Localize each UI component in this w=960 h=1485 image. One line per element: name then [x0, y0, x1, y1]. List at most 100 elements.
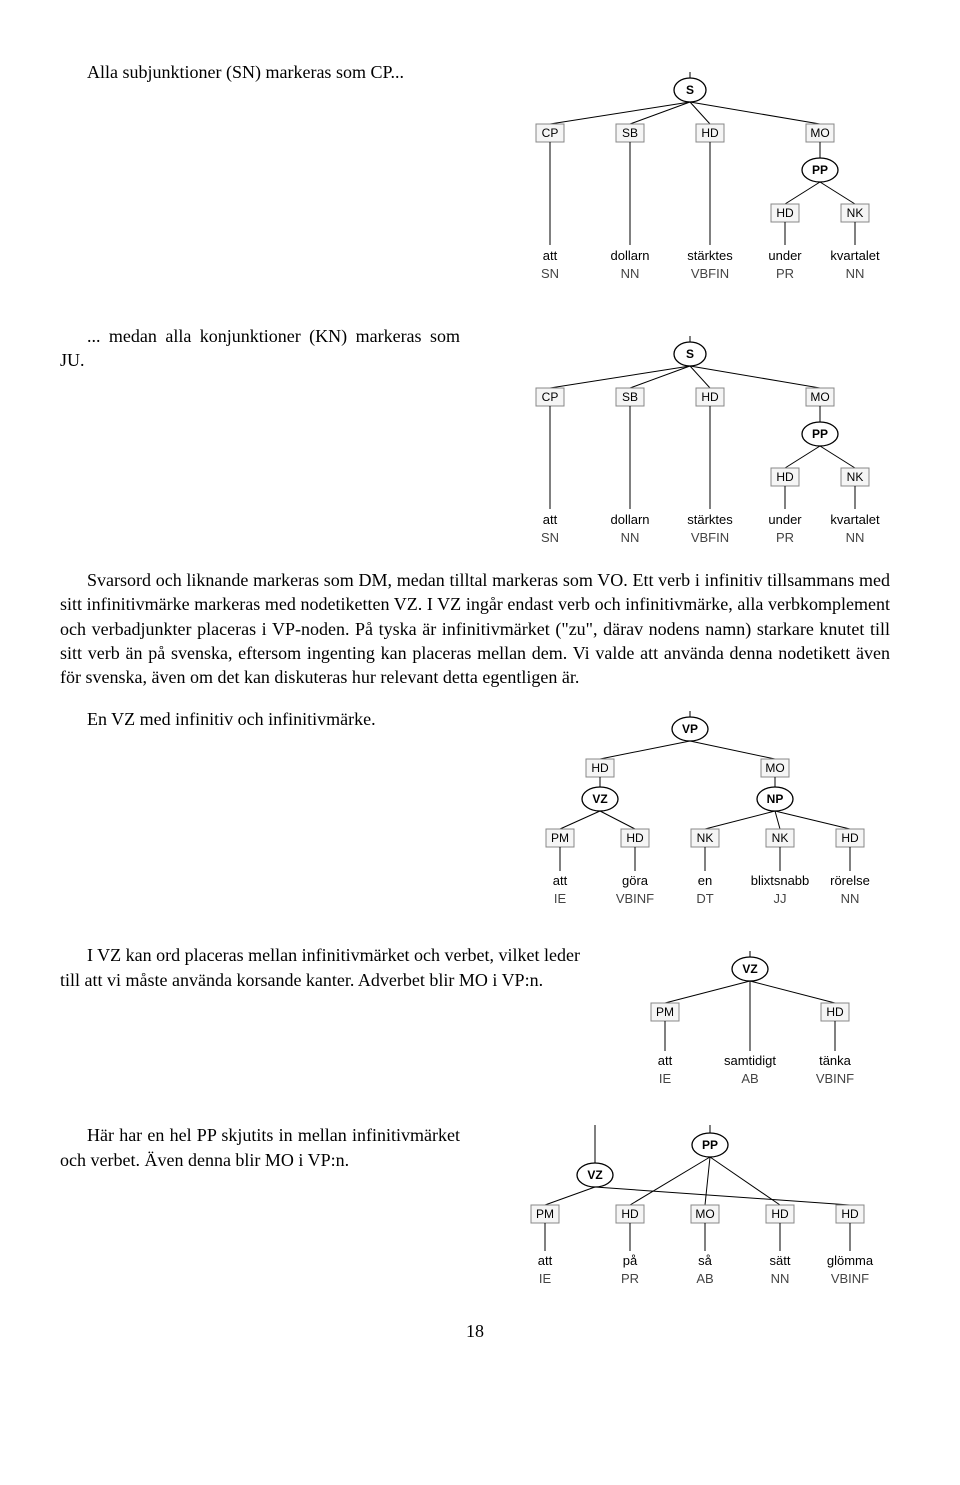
tagbox-pp-hd: HD	[771, 204, 799, 222]
svg-text:PM: PM	[656, 1005, 674, 1019]
para-1: Alla subjunktioner (SN) markeras som CP.…	[60, 60, 460, 84]
svg-text:stärktes: stärktes	[687, 512, 733, 527]
leaf-0-word: att	[543, 248, 558, 263]
svg-text:NK: NK	[847, 206, 864, 220]
svg-text:HD: HD	[701, 126, 719, 140]
svg-text:PM: PM	[551, 831, 569, 845]
svg-text:dollarn: dollarn	[610, 512, 649, 527]
svg-text:tänka: tänka	[819, 1053, 852, 1068]
page-number: 18	[60, 1319, 890, 1343]
svg-text:S: S	[686, 347, 694, 361]
tagbox-cp: CP	[536, 124, 564, 142]
svg-text:samtidigt: samtidigt	[724, 1053, 776, 1068]
svg-text:NK: NK	[847, 470, 864, 484]
svg-text:HD: HD	[841, 1207, 859, 1221]
svg-text:VBINF: VBINF	[831, 1271, 869, 1286]
svg-text:att: att	[543, 512, 558, 527]
para-3: Svarsord och liknande markeras som DM, m…	[60, 568, 890, 689]
svg-text:SB: SB	[622, 390, 638, 404]
tagbox-pp-nk: NK	[841, 204, 869, 222]
svg-text:CP: CP	[542, 390, 559, 404]
row-2: ... medan alla konjunktioner (KN) marker…	[60, 324, 890, 554]
svg-text:VZ: VZ	[742, 962, 757, 976]
svg-text:CP: CP	[542, 126, 559, 140]
node-pp: PP	[812, 163, 828, 177]
svg-text:att: att	[658, 1053, 673, 1068]
svg-text:SB: SB	[622, 126, 638, 140]
svg-text:IE: IE	[554, 891, 567, 906]
svg-text:NK: NK	[697, 831, 714, 845]
svg-text:PP: PP	[702, 1138, 718, 1152]
svg-text:HD: HD	[776, 206, 794, 220]
tree-c: VP HD MO VZ NP PM HD NK NK HD	[490, 703, 890, 913]
svg-text:HD: HD	[626, 831, 644, 845]
svg-text:MO: MO	[695, 1207, 714, 1221]
leaf-4-word: kvartalet	[830, 248, 880, 263]
leaf-1-pos: NN	[621, 266, 640, 281]
svg-text:IE: IE	[659, 1071, 672, 1086]
svg-text:IE: IE	[539, 1271, 552, 1286]
svg-text:NP: NP	[767, 792, 784, 806]
svg-text:HD: HD	[826, 1005, 844, 1019]
svg-text:NN: NN	[771, 1271, 790, 1286]
svg-text:glömma: glömma	[827, 1253, 874, 1268]
svg-text:HD: HD	[621, 1207, 639, 1221]
svg-text:göra: göra	[622, 873, 649, 888]
svg-text:VBFIN: VBFIN	[691, 530, 729, 545]
svg-text:sätt: sätt	[770, 1253, 791, 1268]
svg-text:HD: HD	[591, 761, 609, 775]
row-5: Här har en hel PP skjutits in mellan inf…	[60, 1123, 890, 1293]
svg-text:blixtsnabb: blixtsnabb	[751, 873, 810, 888]
row-3: En VZ med infinitiv och infinitivmärke. …	[60, 703, 890, 913]
svg-text:HD: HD	[701, 390, 719, 404]
svg-text:VBINF: VBINF	[816, 1071, 854, 1086]
svg-text:en: en	[698, 873, 712, 888]
leaf-0-pos: SN	[541, 266, 559, 281]
svg-text:på: på	[623, 1253, 638, 1268]
tagbox-mo: MO	[806, 124, 834, 142]
svg-text:HD: HD	[776, 470, 794, 484]
svg-text:MO: MO	[810, 126, 829, 140]
tree-e: PP VZ PM HD MO HD HD att IE på	[490, 1123, 890, 1293]
svg-text:kvartalet: kvartalet	[830, 512, 880, 527]
svg-text:DT: DT	[696, 891, 713, 906]
para-2: ... medan alla konjunktioner (KN) marker…	[60, 324, 460, 373]
svg-text:JJ: JJ	[774, 891, 787, 906]
svg-text:så: så	[698, 1253, 713, 1268]
svg-text:PR: PR	[621, 1271, 639, 1286]
svg-text:PM: PM	[536, 1207, 554, 1221]
leaf-4-pos: NN	[846, 266, 865, 281]
row-1: Alla subjunktioner (SN) markeras som CP.…	[60, 60, 890, 290]
node-s: S	[686, 83, 694, 97]
svg-text:AB: AB	[741, 1071, 758, 1086]
leaf-2-pos: VBFIN	[691, 266, 729, 281]
para-5: I VZ kan ord placeras mellan infinitivmä…	[60, 943, 580, 992]
svg-text:att: att	[553, 873, 568, 888]
tree-b: S CP SB HD MO PP HD NK att SN dollarn NN	[490, 324, 890, 554]
svg-text:MO: MO	[810, 390, 829, 404]
svg-text:NK: NK	[772, 831, 789, 845]
tree-a: S CP SB HD MO PP HD NK att SN dollarn NN	[490, 60, 890, 290]
leaf-3-pos: PR	[776, 266, 794, 281]
svg-text:VP: VP	[682, 722, 698, 736]
tree-d: VZ PM HD att IE samtidigt AB tänka VBINF	[610, 943, 890, 1093]
para-6: Här har en hel PP skjutits in mellan inf…	[60, 1123, 460, 1172]
svg-text:HD: HD	[841, 831, 859, 845]
leaf-1-word: dollarn	[610, 248, 649, 263]
svg-text:AB: AB	[696, 1271, 713, 1286]
leaf-2-word: stärktes	[687, 248, 733, 263]
para-4: En VZ med infinitiv och infinitivmärke.	[60, 703, 460, 731]
svg-text:PR: PR	[776, 530, 794, 545]
svg-text:NN: NN	[621, 530, 640, 545]
svg-text:PP: PP	[812, 427, 828, 441]
svg-text:NN: NN	[846, 530, 865, 545]
svg-text:rörelse: rörelse	[830, 873, 870, 888]
tagbox-hd: HD	[696, 124, 724, 142]
svg-text:MO: MO	[765, 761, 784, 775]
svg-text:under: under	[768, 512, 802, 527]
svg-text:NN: NN	[841, 891, 860, 906]
svg-text:att: att	[538, 1253, 553, 1268]
svg-text:VZ: VZ	[587, 1168, 602, 1182]
tagbox-sb: SB	[616, 124, 644, 142]
svg-text:VBINF: VBINF	[616, 891, 654, 906]
